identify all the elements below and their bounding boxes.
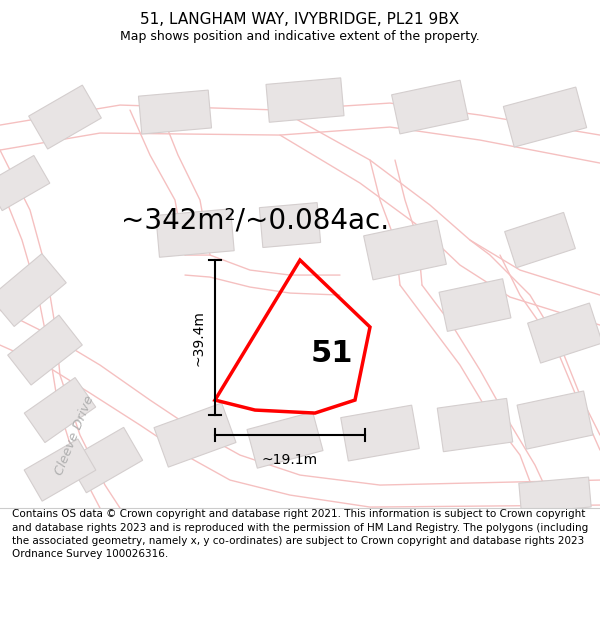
Polygon shape <box>0 156 50 211</box>
Polygon shape <box>519 477 591 513</box>
Polygon shape <box>437 398 513 452</box>
Polygon shape <box>505 213 575 268</box>
Polygon shape <box>67 428 143 493</box>
Polygon shape <box>156 209 234 258</box>
Text: Map shows position and indicative extent of the property.: Map shows position and indicative extent… <box>120 30 480 43</box>
Text: Cleeve Drive: Cleeve Drive <box>53 393 97 477</box>
Polygon shape <box>0 254 66 326</box>
Text: Contains OS data © Crown copyright and database right 2021. This information is : Contains OS data © Crown copyright and d… <box>12 509 588 559</box>
Text: ~19.1m: ~19.1m <box>262 453 318 467</box>
Text: 51, LANGHAM WAY, IVYBRIDGE, PL21 9BX: 51, LANGHAM WAY, IVYBRIDGE, PL21 9BX <box>140 12 460 27</box>
Polygon shape <box>24 439 96 501</box>
Polygon shape <box>139 90 212 134</box>
Text: ~39.4m: ~39.4m <box>191 309 205 366</box>
Polygon shape <box>29 85 101 149</box>
Polygon shape <box>8 315 82 385</box>
Polygon shape <box>527 303 600 363</box>
Polygon shape <box>24 378 96 442</box>
Polygon shape <box>392 80 469 134</box>
Polygon shape <box>154 403 236 467</box>
Polygon shape <box>517 391 593 449</box>
Polygon shape <box>341 405 419 461</box>
Polygon shape <box>503 87 587 147</box>
Text: ~342m²/~0.084ac.: ~342m²/~0.084ac. <box>121 206 389 234</box>
Polygon shape <box>439 279 511 331</box>
Polygon shape <box>364 220 446 280</box>
Polygon shape <box>247 412 323 468</box>
Text: 51: 51 <box>310 339 353 368</box>
Polygon shape <box>259 202 320 248</box>
Polygon shape <box>266 78 344 122</box>
